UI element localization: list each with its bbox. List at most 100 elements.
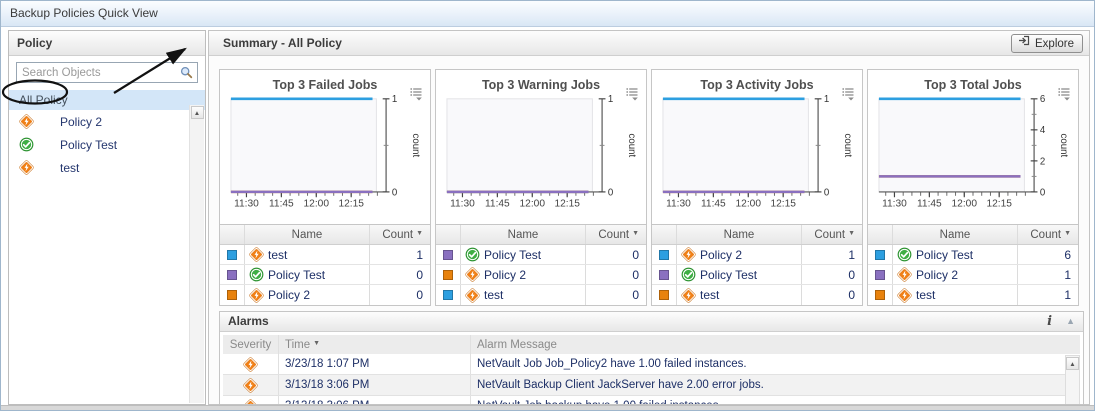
warning-status-icon: [465, 287, 480, 303]
sidebar-policy-item[interactable]: Policy 2: [9, 110, 205, 133]
series-color-swatch: [443, 249, 453, 260]
job-count: 0: [416, 288, 423, 302]
job-count: 0: [416, 267, 423, 282]
top3-table-row[interactable]: Policy 2 1: [868, 265, 1078, 285]
svg-text:12:15: 12:15: [770, 198, 796, 209]
top3-table-row[interactable]: Policy Test 6: [868, 245, 1078, 265]
warning-status-icon: [19, 160, 34, 175]
severity-column-header[interactable]: Severity: [223, 335, 279, 354]
alarm-row[interactable]: 3/13/18 3:06 PM NetVault Backup Client J…: [223, 375, 1080, 396]
count-column-header[interactable]: Count ▼: [814, 228, 855, 241]
count-column-header[interactable]: Count ▼: [1030, 228, 1071, 241]
message-column-header[interactable]: Alarm Message: [477, 338, 557, 351]
search-input[interactable]: [16, 62, 198, 83]
collapse-icon[interactable]: ▲: [1066, 316, 1075, 326]
name-column-header[interactable]: Name: [677, 225, 802, 244]
top3-table-row[interactable]: test 0: [436, 285, 646, 305]
svg-text:count: count: [842, 134, 853, 158]
policy-name: Policy 2: [268, 288, 311, 302]
svg-text:6: 6: [1040, 94, 1045, 105]
sort-desc-icon: ▼: [848, 230, 855, 237]
job-count: 0: [632, 267, 639, 282]
series-color-swatch: [443, 290, 453, 300]
policy-name: Policy Test: [700, 267, 758, 282]
svg-text:12:00: 12:00: [736, 198, 762, 209]
top3-card: Top 3 Activity Jobs 0 1 11:30 11:45 12:00 12:…: [651, 69, 863, 306]
job-count: 0: [632, 247, 639, 262]
svg-text:count: count: [626, 134, 637, 158]
alarm-row[interactable]: 3/23/18 1:07 PM NetVault Job Job_Policy2…: [223, 354, 1080, 375]
chart-options-icon[interactable]: [842, 87, 855, 106]
count-column-header[interactable]: Count ▼: [598, 228, 639, 241]
top3-table-header: Name Count ▼: [220, 225, 430, 245]
series-color-swatch: [227, 249, 237, 260]
alarms-table: Severity Time ▼ Alarm Message 3/23/18 1:…: [223, 335, 1080, 404]
svg-text:11:30: 11:30: [666, 198, 691, 209]
sidebar-policy-item[interactable]: Policy Test: [9, 133, 205, 156]
svg-text:11:30: 11:30: [882, 198, 907, 209]
top3-table-header: Name Count ▼: [652, 225, 862, 245]
warning-status-icon: [681, 287, 696, 303]
alarm-time: 3/23/18 1:07 PM: [279, 354, 471, 374]
time-column-header[interactable]: Time ▼: [279, 335, 471, 354]
top-3-warning-jobs-chart: 0 1 11:30 11:45 12:00 12:15 count: [446, 94, 637, 209]
top3-table-row[interactable]: Policy Test 0: [652, 265, 862, 285]
policy-list-scrollbar[interactable]: ▲: [189, 105, 204, 403]
policy-name: Policy 2: [484, 267, 527, 282]
alarms-table-header: Severity Time ▼ Alarm Message: [223, 335, 1080, 354]
job-count: 1: [848, 247, 855, 262]
top3-table-row[interactable]: Policy 2 0: [220, 285, 430, 305]
warning-status-icon: [249, 247, 264, 262]
svg-text:12:15: 12:15: [338, 198, 364, 209]
top3-table-row[interactable]: test 1: [220, 245, 430, 265]
chart-title: Top 3 Total Jobs: [924, 78, 1022, 92]
top3-table: Name Count ▼ test 1 Policy Test 0 Policy…: [220, 224, 430, 305]
alarms-scrollbar[interactable]: ▲: [1065, 355, 1080, 404]
sort-desc-icon: ▼: [416, 230, 423, 237]
top3-table-row[interactable]: Policy Test 0: [436, 245, 646, 265]
warning-status-icon: [681, 247, 696, 262]
svg-text:11:45: 11:45: [917, 198, 942, 209]
chart-options-icon[interactable]: [626, 87, 639, 106]
ok-status-icon: [681, 267, 696, 282]
top3-table: Name Count ▼ Policy Test 6 Policy 2 1 te…: [868, 224, 1078, 305]
scroll-up-button[interactable]: ▲: [1066, 357, 1079, 370]
policy-item-label: test: [60, 160, 80, 175]
top3-table: Name Count ▼ Policy 2 1 Policy Test 0 te…: [652, 224, 862, 305]
svg-text:12:15: 12:15: [986, 198, 1012, 209]
name-column-header[interactable]: Name: [245, 225, 370, 244]
name-column-header[interactable]: Name: [461, 225, 586, 244]
chart-title: Top 3 Warning Jobs: [481, 78, 601, 92]
scroll-up-button[interactable]: ▲: [190, 106, 204, 119]
sort-desc-icon: ▼: [1064, 230, 1071, 237]
sidebar-title: Policy: [9, 31, 205, 56]
search-icon[interactable]: [180, 66, 193, 79]
top3-table-row[interactable]: Policy 2 1: [652, 245, 862, 265]
explore-button[interactable]: Explore: [1011, 34, 1083, 53]
sidebar-policy-item[interactable]: test: [9, 156, 205, 179]
summary-header: Summary - All Policy Explore: [209, 31, 1089, 56]
warning-status-icon: [243, 398, 258, 404]
top3-table-row[interactable]: Policy 2 0: [436, 265, 646, 285]
svg-text:1: 1: [392, 94, 397, 105]
top3-table-row[interactable]: Policy Test 0: [220, 265, 430, 285]
top3-table-header: Name Count ▼: [436, 225, 646, 245]
top-3-failed-jobs-chart: 0 1 11:30 11:45 12:00 12:15 count: [230, 94, 421, 209]
count-column-header[interactable]: Count ▼: [382, 228, 423, 241]
svg-text:12:00: 12:00: [520, 198, 546, 209]
warning-status-icon: [243, 377, 258, 393]
name-column-header[interactable]: Name: [893, 225, 1018, 244]
ok-status-icon: [19, 137, 34, 152]
alarm-row[interactable]: 3/13/18 3:06 PM NetVault Job backup have…: [223, 396, 1080, 404]
sidebar-item-all-policy[interactable]: All Policy: [9, 90, 205, 110]
sort-desc-icon: ▼: [632, 230, 639, 237]
svg-text:11:45: 11:45: [701, 198, 726, 209]
info-icon[interactable]: i: [1047, 314, 1053, 329]
top3-table-row[interactable]: test 1: [868, 285, 1078, 305]
series-color-swatch: [659, 269, 669, 280]
job-count: 0: [848, 267, 855, 282]
chart-options-icon[interactable]: [1058, 87, 1071, 106]
top3-table-row[interactable]: test 0: [652, 285, 862, 305]
chart-options-icon[interactable]: [410, 87, 423, 106]
svg-text:4: 4: [1040, 125, 1046, 136]
